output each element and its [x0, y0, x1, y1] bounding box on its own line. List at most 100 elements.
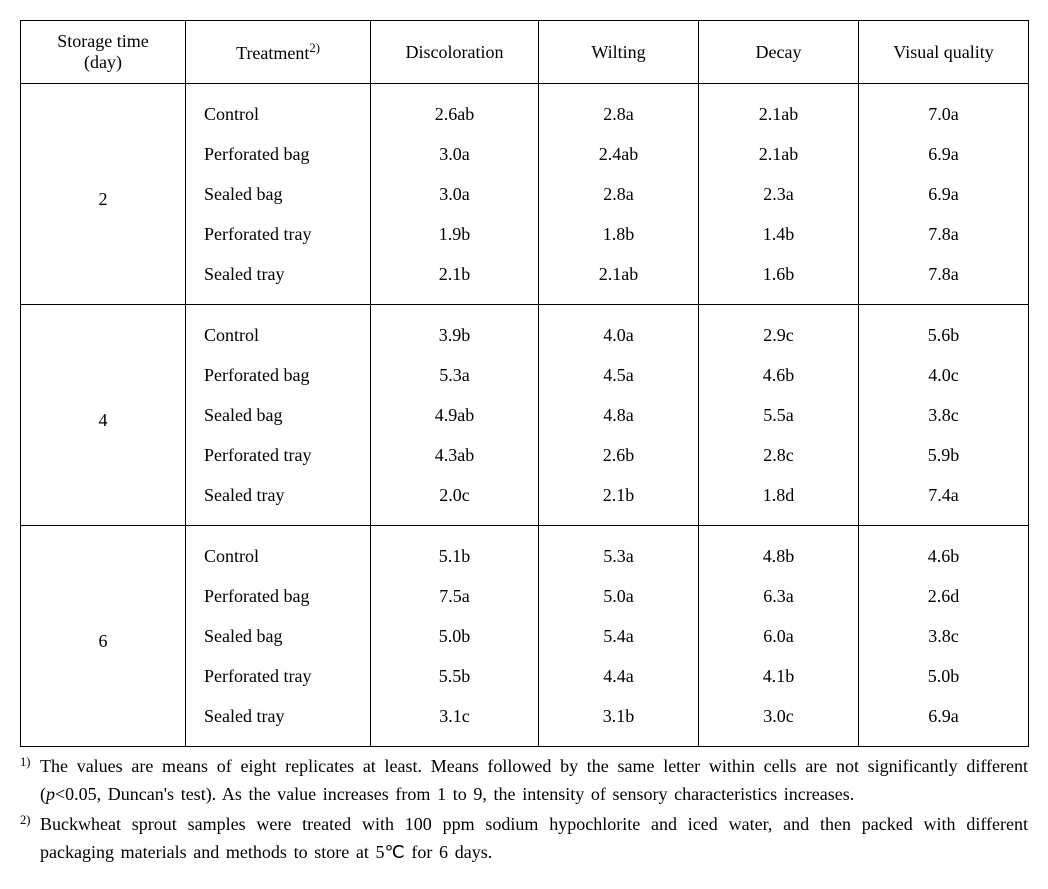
wilting-cell: 2.8a [539, 174, 699, 214]
treatment-cell: Perforated tray [186, 656, 371, 696]
visual_quality-cell: 4.0c [859, 355, 1029, 395]
treatment-cell: Control [186, 305, 371, 356]
treatment-cell: Perforated bag [186, 576, 371, 616]
visual_quality-cell: 4.6b [859, 526, 1029, 577]
discoloration-cell: 3.1c [371, 696, 539, 747]
decay-cell: 2.9c [699, 305, 859, 356]
wilting-cell: 3.1b [539, 696, 699, 747]
wilting-cell: 2.8a [539, 84, 699, 135]
wilting-cell: 5.3a [539, 526, 699, 577]
decay-cell: 2.1ab [699, 84, 859, 135]
header-row: Storage time (day) Treatment2) Discolora… [21, 21, 1029, 84]
footnote-2: 2) Buckwheat sprout samples were treated… [20, 811, 1028, 867]
visual_quality-cell: 6.9a [859, 174, 1029, 214]
discoloration-cell: 2.6ab [371, 84, 539, 135]
header-treatment: Treatment2) [186, 21, 371, 84]
footnote-1-ital: p [46, 784, 55, 804]
wilting-cell: 2.6b [539, 435, 699, 475]
treatment-cell: Sealed bag [186, 616, 371, 656]
discoloration-cell: 5.0b [371, 616, 539, 656]
discoloration-cell: 4.9ab [371, 395, 539, 435]
table-row: 2Control2.6ab2.8a2.1ab7.0a [21, 84, 1029, 135]
header-treatment-sup: 2) [309, 41, 320, 55]
visual_quality-cell: 7.0a [859, 84, 1029, 135]
decay-cell: 1.4b [699, 214, 859, 254]
wilting-cell: 4.8a [539, 395, 699, 435]
treatment-cell: Sealed tray [186, 254, 371, 305]
footnote-1-post: <0.05, Duncan's test). As the value incr… [55, 784, 854, 804]
visual_quality-cell: 7.4a [859, 475, 1029, 526]
header-wilting: Wilting [539, 21, 699, 84]
storage-time-cell: 4 [21, 305, 186, 526]
header-decay: Decay [699, 21, 859, 84]
visual_quality-cell: 7.8a [859, 254, 1029, 305]
treatment-cell: Sealed bag [186, 395, 371, 435]
table-body: 2Control2.6ab2.8a2.1ab7.0aPerforated bag… [21, 84, 1029, 747]
wilting-cell: 4.5a [539, 355, 699, 395]
wilting-cell: 5.0a [539, 576, 699, 616]
visual_quality-cell: 5.9b [859, 435, 1029, 475]
wilting-cell: 4.0a [539, 305, 699, 356]
decay-cell: 4.8b [699, 526, 859, 577]
visual_quality-cell: 5.0b [859, 656, 1029, 696]
footnotes: 1) The values are means of eight replica… [20, 753, 1028, 867]
wilting-cell: 1.8b [539, 214, 699, 254]
visual_quality-cell: 7.8a [859, 214, 1029, 254]
decay-cell: 1.6b [699, 254, 859, 305]
discoloration-cell: 2.0c [371, 475, 539, 526]
decay-cell: 6.0a [699, 616, 859, 656]
visual_quality-cell: 6.9a [859, 696, 1029, 747]
footnote-1-sup: 1) [20, 753, 31, 773]
decay-cell: 5.5a [699, 395, 859, 435]
discoloration-cell: 3.9b [371, 305, 539, 356]
discoloration-cell: 3.0a [371, 134, 539, 174]
discoloration-cell: 5.5b [371, 656, 539, 696]
discoloration-cell: 4.3ab [371, 435, 539, 475]
wilting-cell: 2.1b [539, 475, 699, 526]
storage-time-cell: 2 [21, 84, 186, 305]
discoloration-cell: 3.0a [371, 174, 539, 214]
visual_quality-cell: 2.6d [859, 576, 1029, 616]
visual_quality-cell: 6.9a [859, 134, 1029, 174]
wilting-cell: 2.4ab [539, 134, 699, 174]
treatment-cell: Perforated tray [186, 214, 371, 254]
discoloration-cell: 5.3a [371, 355, 539, 395]
visual_quality-cell: 5.6b [859, 305, 1029, 356]
treatment-cell: Sealed tray [186, 475, 371, 526]
discoloration-cell: 2.1b [371, 254, 539, 305]
decay-cell: 2.1ab [699, 134, 859, 174]
sensory-table: Storage time (day) Treatment2) Discolora… [20, 20, 1029, 747]
wilting-cell: 2.1ab [539, 254, 699, 305]
wilting-cell: 5.4a [539, 616, 699, 656]
discoloration-cell: 1.9b [371, 214, 539, 254]
treatment-cell: Control [186, 526, 371, 577]
header-visual-quality: Visual quality [859, 21, 1029, 84]
decay-cell: 2.8c [699, 435, 859, 475]
footnote-2-sup: 2) [20, 811, 31, 831]
table-row: 6Control5.1b5.3a4.8b4.6b [21, 526, 1029, 577]
decay-cell: 2.3a [699, 174, 859, 214]
footnote-1: 1) The values are means of eight replica… [20, 753, 1028, 809]
wilting-cell: 4.4a [539, 656, 699, 696]
storage-time-cell: 6 [21, 526, 186, 747]
treatment-cell: Control [186, 84, 371, 135]
decay-cell: 6.3a [699, 576, 859, 616]
table-row: 4Control3.9b4.0a2.9c5.6b [21, 305, 1029, 356]
treatment-cell: Perforated bag [186, 134, 371, 174]
decay-cell: 3.0c [699, 696, 859, 747]
header-storage-time-l1: Storage time [57, 31, 148, 51]
decay-cell: 1.8d [699, 475, 859, 526]
header-storage-time: Storage time (day) [21, 21, 186, 84]
visual_quality-cell: 3.8c [859, 616, 1029, 656]
visual_quality-cell: 3.8c [859, 395, 1029, 435]
treatment-cell: Sealed bag [186, 174, 371, 214]
header-storage-time-l2: (day) [84, 52, 122, 72]
treatment-cell: Sealed tray [186, 696, 371, 747]
header-treatment-label: Treatment [236, 43, 309, 63]
decay-cell: 4.6b [699, 355, 859, 395]
treatment-cell: Perforated tray [186, 435, 371, 475]
decay-cell: 4.1b [699, 656, 859, 696]
footnote-2-text: Buckwheat sprout samples were treated wi… [40, 814, 1028, 862]
header-discoloration: Discoloration [371, 21, 539, 84]
discoloration-cell: 5.1b [371, 526, 539, 577]
